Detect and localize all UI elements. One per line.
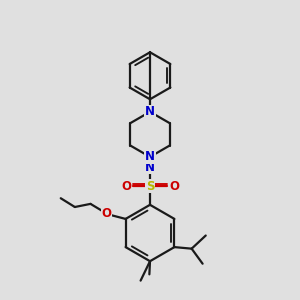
Text: O: O [101,207,111,220]
Text: N: N [145,150,155,164]
Text: S: S [146,179,154,193]
Text: O: O [169,179,179,193]
Text: N: N [145,105,155,118]
Text: O: O [121,179,131,193]
Text: N: N [145,161,155,174]
